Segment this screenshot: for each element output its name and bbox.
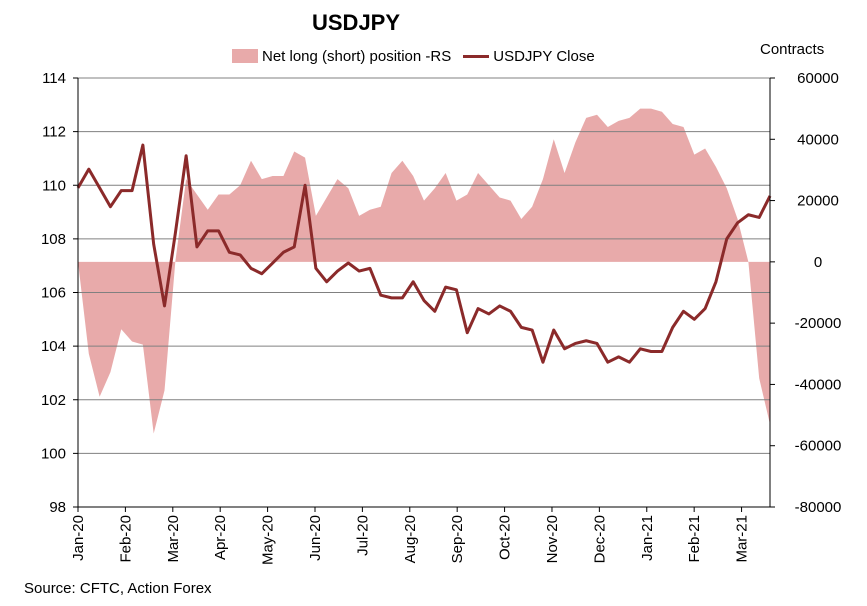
legend-swatch-usdjpy-close — [463, 54, 490, 58]
chart-title: USDJPY — [312, 10, 401, 35]
area-net-position — [78, 108, 770, 434]
left-tick-label: 112 — [42, 124, 66, 141]
right-tick-label: -60000 — [795, 438, 842, 455]
right-tick-label: 40000 — [797, 131, 839, 148]
x-tick-label: May-20 — [260, 515, 277, 565]
left-tick-label: 106 — [41, 285, 66, 302]
x-tick-label: Jul-20 — [354, 515, 371, 556]
legend-label-usdjpy-close: USDJPY Close — [493, 47, 595, 65]
x-tick-label: Aug-20 — [402, 515, 419, 563]
left-tick-label: 100 — [41, 445, 66, 462]
x-tick-label: Oct-20 — [497, 515, 514, 560]
right-tick-label: -20000 — [795, 315, 842, 332]
right-tick-label: -80000 — [795, 499, 842, 516]
x-tick-label: Jun-20 — [307, 515, 324, 561]
x-tick-label: Apr-20 — [212, 515, 229, 560]
left-tick-label: 104 — [41, 338, 66, 355]
x-tick-label: Nov-20 — [544, 515, 561, 563]
right-tick-label: 0 — [814, 254, 822, 271]
legend: Net long (short) position -RS USDJPY Clo… — [232, 46, 595, 66]
right-tick-label: 20000 — [797, 193, 839, 210]
left-tick-label: 102 — [41, 392, 66, 409]
legend-swatch-net-position — [232, 49, 258, 63]
right-tick-label: 60000 — [797, 70, 839, 87]
line-usdjpy-close — [76, 143, 772, 364]
left-tick-label: 114 — [42, 70, 66, 87]
x-tick-label: Jan-21 — [639, 515, 656, 561]
x-tick-label: Feb-20 — [117, 515, 134, 563]
left-tick-label: 108 — [41, 231, 66, 248]
x-tick-label: Sep-20 — [449, 515, 466, 563]
right-tick-label: -40000 — [795, 376, 842, 393]
x-tick-label: Feb-21 — [686, 515, 703, 563]
legend-label-net-position: Net long (short) position -RS — [262, 47, 452, 65]
left-tick-label: 98 — [49, 499, 66, 516]
x-tick-label: Jan-20 — [70, 515, 87, 561]
x-tick-label: Mar-21 — [734, 515, 751, 563]
x-tick-label: Dec-20 — [591, 515, 608, 563]
right-axis-label: Contracts — [760, 41, 825, 58]
x-tick-label: Mar-20 — [165, 515, 182, 563]
source-note: Source: CFTC, Action Forex — [24, 580, 212, 597]
left-tick-label: 110 — [42, 177, 66, 194]
